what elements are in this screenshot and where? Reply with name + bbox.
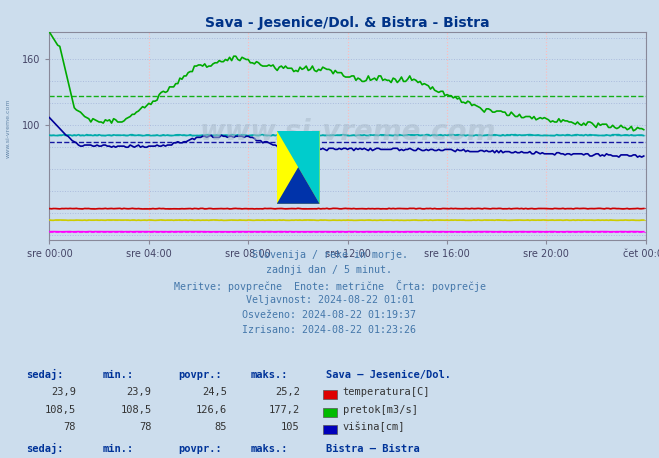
- Text: 85: 85: [215, 422, 227, 432]
- Text: sedaj:: sedaj:: [26, 443, 64, 454]
- Text: 177,2: 177,2: [269, 405, 300, 414]
- Text: višina[cm]: višina[cm]: [343, 422, 405, 432]
- Text: 24,5: 24,5: [202, 387, 227, 397]
- Polygon shape: [277, 131, 320, 204]
- Text: Sava – Jesenice/Dol.: Sava – Jesenice/Dol.: [326, 370, 451, 380]
- Text: 23,9: 23,9: [127, 387, 152, 397]
- Text: min.:: min.:: [102, 444, 133, 454]
- Text: 108,5: 108,5: [45, 405, 76, 414]
- Text: Veljavnost: 2024-08-22 01:01: Veljavnost: 2024-08-22 01:01: [246, 295, 413, 305]
- Text: 23,9: 23,9: [51, 387, 76, 397]
- Text: maks.:: maks.:: [250, 444, 288, 454]
- Text: povpr.:: povpr.:: [178, 444, 221, 454]
- Text: povpr.:: povpr.:: [178, 370, 221, 380]
- Text: Bistra – Bistra: Bistra – Bistra: [326, 444, 420, 454]
- Text: maks.:: maks.:: [250, 370, 288, 380]
- Text: 25,2: 25,2: [275, 387, 300, 397]
- Text: 105: 105: [281, 422, 300, 432]
- Polygon shape: [277, 167, 320, 204]
- Text: 126,6: 126,6: [196, 405, 227, 414]
- Text: 78: 78: [139, 422, 152, 432]
- Text: Osveženo: 2024-08-22 01:19:37: Osveženo: 2024-08-22 01:19:37: [243, 310, 416, 320]
- Polygon shape: [277, 131, 320, 204]
- Text: sedaj:: sedaj:: [26, 369, 64, 380]
- Text: pretok[m3/s]: pretok[m3/s]: [343, 405, 418, 414]
- Text: Izrisano: 2024-08-22 01:23:26: Izrisano: 2024-08-22 01:23:26: [243, 325, 416, 335]
- Text: zadnji dan / 5 minut.: zadnji dan / 5 minut.: [266, 265, 393, 275]
- Text: www.si-vreme.com: www.si-vreme.com: [5, 98, 11, 158]
- Text: Slovenija / reke in morje.: Slovenija / reke in morje.: [252, 250, 407, 260]
- Text: Meritve: povprečne  Enote: metrične  Črta: povprečje: Meritve: povprečne Enote: metrične Črta:…: [173, 280, 486, 292]
- Text: www.si-vreme.com: www.si-vreme.com: [200, 118, 496, 146]
- Title: Sava - Jesenice/Dol. & Bistra - Bistra: Sava - Jesenice/Dol. & Bistra - Bistra: [206, 16, 490, 29]
- Text: 78: 78: [63, 422, 76, 432]
- Text: temperatura[C]: temperatura[C]: [343, 387, 430, 397]
- Text: 108,5: 108,5: [121, 405, 152, 414]
- Text: min.:: min.:: [102, 370, 133, 380]
